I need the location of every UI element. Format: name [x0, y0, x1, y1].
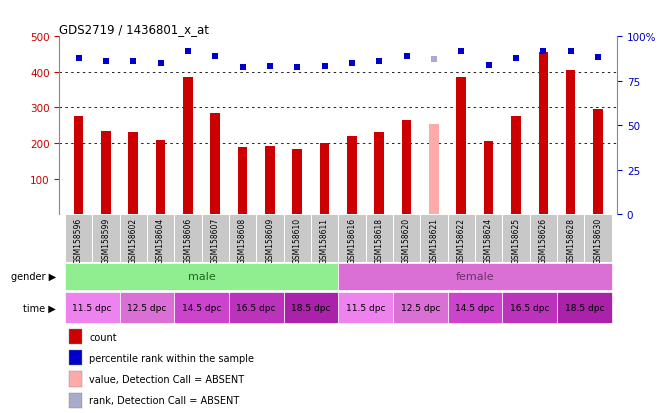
Text: male: male: [187, 272, 215, 282]
Bar: [119, 292, 174, 323]
Text: 18.5 dpc: 18.5 dpc: [291, 303, 331, 312]
Text: GSM158604: GSM158604: [156, 217, 165, 263]
Text: 16.5 dpc: 16.5 dpc: [510, 303, 549, 312]
Bar: [211, 114, 220, 215]
Bar: [174, 215, 201, 262]
Bar: [338, 292, 393, 323]
Bar: [393, 292, 447, 323]
Bar: [229, 292, 284, 323]
Bar: [539, 53, 548, 215]
Bar: [557, 292, 612, 323]
Bar: [366, 215, 393, 262]
Text: 16.5 dpc: 16.5 dpc: [236, 303, 276, 312]
Bar: [511, 117, 521, 215]
Bar: [292, 150, 302, 215]
Text: GSM158626: GSM158626: [539, 217, 548, 263]
Bar: [65, 263, 339, 290]
Text: GSM158621: GSM158621: [430, 217, 438, 263]
Text: value, Detection Call = ABSENT: value, Detection Call = ABSENT: [89, 374, 244, 384]
Bar: [593, 110, 603, 215]
Bar: [393, 215, 420, 262]
Bar: [65, 215, 92, 262]
Bar: [129, 133, 138, 215]
Text: GSM158620: GSM158620: [402, 217, 411, 263]
Bar: [238, 147, 248, 215]
Text: GSM158622: GSM158622: [457, 217, 466, 263]
Text: GSM158599: GSM158599: [102, 217, 110, 263]
Bar: [402, 121, 411, 215]
Bar: [338, 263, 612, 290]
Text: GSM158596: GSM158596: [74, 217, 83, 263]
Text: GSM158616: GSM158616: [347, 217, 356, 263]
Bar: [69, 329, 82, 344]
Text: GSM158628: GSM158628: [566, 217, 575, 263]
Bar: [284, 292, 339, 323]
Bar: [92, 215, 119, 262]
Text: female: female: [455, 272, 494, 282]
Bar: [284, 215, 311, 262]
Bar: [69, 350, 82, 366]
Text: GSM158610: GSM158610: [293, 217, 302, 263]
Bar: [256, 215, 284, 262]
Bar: [584, 215, 612, 262]
Text: GSM158625: GSM158625: [512, 217, 521, 263]
Bar: [265, 147, 275, 215]
Bar: [429, 125, 439, 215]
Bar: [502, 292, 557, 323]
Text: 14.5 dpc: 14.5 dpc: [182, 303, 221, 312]
Text: GSM158611: GSM158611: [320, 217, 329, 263]
Text: percentile rank within the sample: percentile rank within the sample: [89, 353, 254, 363]
Text: rank, Detection Call = ABSENT: rank, Detection Call = ABSENT: [89, 395, 240, 405]
Bar: [420, 215, 447, 262]
Bar: [69, 372, 82, 387]
Text: 18.5 dpc: 18.5 dpc: [564, 303, 604, 312]
Bar: [311, 215, 339, 262]
Text: GSM158630: GSM158630: [593, 217, 603, 263]
Text: 11.5 dpc: 11.5 dpc: [73, 303, 112, 312]
Bar: [69, 393, 82, 408]
Bar: [566, 71, 576, 215]
Bar: [475, 215, 502, 262]
Bar: [201, 215, 229, 262]
Text: GSM158602: GSM158602: [129, 217, 138, 263]
Text: GSM158608: GSM158608: [238, 217, 247, 263]
Bar: [484, 142, 494, 215]
Bar: [74, 117, 83, 215]
Text: GSM158624: GSM158624: [484, 217, 493, 263]
Text: GSM158618: GSM158618: [375, 217, 383, 263]
Text: 14.5 dpc: 14.5 dpc: [455, 303, 494, 312]
Bar: [502, 215, 529, 262]
Bar: [147, 215, 174, 262]
Bar: [156, 140, 166, 215]
Text: count: count: [89, 332, 117, 342]
Bar: [447, 215, 475, 262]
Text: 12.5 dpc: 12.5 dpc: [401, 303, 440, 312]
Bar: [447, 292, 502, 323]
Bar: [183, 78, 193, 215]
Bar: [457, 78, 466, 215]
Bar: [347, 137, 356, 215]
Text: time ▶: time ▶: [23, 303, 56, 313]
Text: GSM158607: GSM158607: [211, 217, 220, 263]
Bar: [320, 144, 329, 215]
Bar: [65, 292, 119, 323]
Bar: [529, 215, 557, 262]
Bar: [374, 133, 384, 215]
Bar: [338, 215, 366, 262]
Bar: [557, 215, 584, 262]
Bar: [101, 131, 111, 215]
Text: 11.5 dpc: 11.5 dpc: [346, 303, 385, 312]
Text: GSM158609: GSM158609: [265, 217, 275, 263]
Bar: [119, 215, 147, 262]
Bar: [229, 215, 256, 262]
Text: 12.5 dpc: 12.5 dpc: [127, 303, 166, 312]
Bar: [174, 292, 229, 323]
Text: GSM158606: GSM158606: [183, 217, 192, 263]
Text: GDS2719 / 1436801_x_at: GDS2719 / 1436801_x_at: [59, 23, 209, 36]
Text: gender ▶: gender ▶: [11, 272, 56, 282]
